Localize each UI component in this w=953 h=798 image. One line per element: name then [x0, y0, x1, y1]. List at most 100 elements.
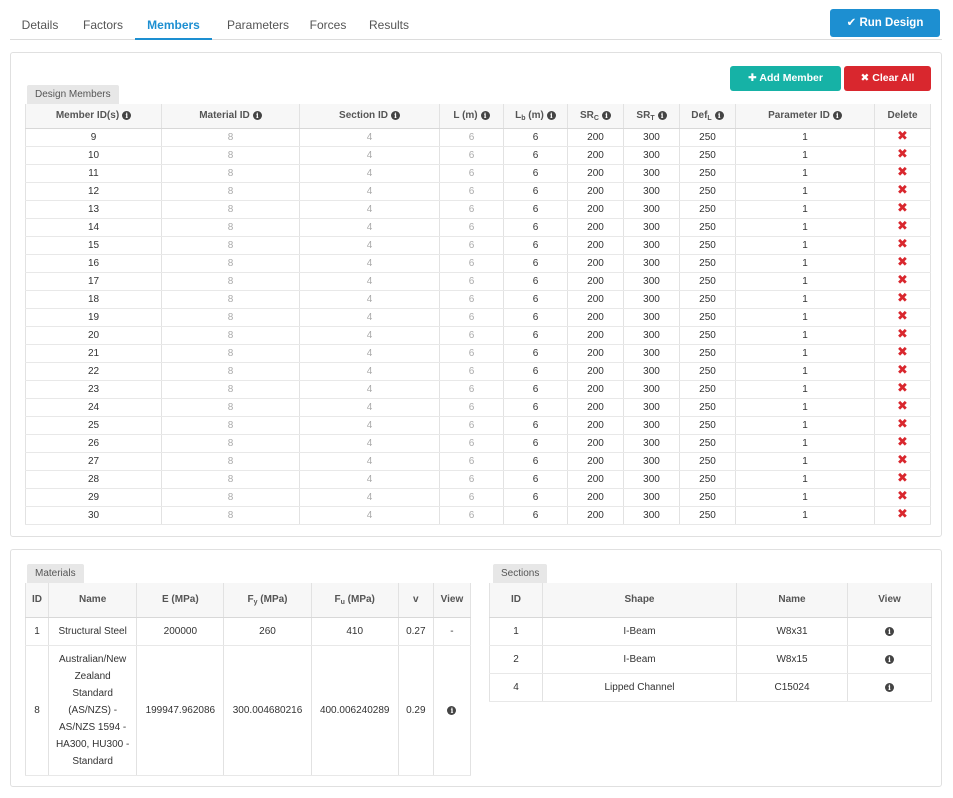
defl-cell[interactable]: 250: [679, 416, 736, 435]
delete-x-icon[interactable]: ✖: [897, 272, 908, 287]
srt-cell[interactable]: 300: [623, 416, 680, 435]
material-id-cell[interactable]: 8: [161, 164, 300, 183]
material-id-cell[interactable]: 8: [161, 200, 300, 219]
section-id-cell[interactable]: 4: [299, 236, 440, 255]
length-cell[interactable]: 6: [439, 236, 504, 255]
parameter-id-cell[interactable]: 1: [735, 272, 875, 291]
delete-x-icon[interactable]: ✖: [897, 218, 908, 233]
member-id-cell[interactable]: 26: [25, 434, 162, 453]
src-cell[interactable]: 200: [567, 488, 624, 507]
defl-cell[interactable]: 250: [679, 236, 736, 255]
defl-cell[interactable]: 250: [679, 272, 736, 291]
length-cell[interactable]: 6: [439, 200, 504, 219]
length-cell[interactable]: 6: [439, 470, 504, 489]
member-id-cell[interactable]: 16: [25, 254, 162, 273]
length-cell[interactable]: 6: [439, 146, 504, 165]
lb-cell[interactable]: 6: [503, 164, 568, 183]
material-id-cell[interactable]: 8: [161, 146, 300, 165]
tab-members[interactable]: Members: [135, 8, 212, 40]
lb-cell[interactable]: 6: [503, 146, 568, 165]
delete-x-icon[interactable]: ✖: [897, 506, 908, 521]
material-id-cell[interactable]: 8: [161, 236, 300, 255]
parameter-id-cell[interactable]: 1: [735, 398, 875, 417]
material-id-cell[interactable]: 8: [161, 416, 300, 435]
member-id-cell[interactable]: 23: [25, 380, 162, 399]
section-id-cell[interactable]: 4: [299, 128, 440, 147]
delete-x-icon[interactable]: ✖: [897, 128, 908, 143]
material-id-cell[interactable]: 8: [161, 254, 300, 273]
section-id-cell[interactable]: 4: [299, 200, 440, 219]
section-id-cell[interactable]: 4: [299, 218, 440, 237]
material-id-cell[interactable]: 8: [161, 434, 300, 453]
srt-cell[interactable]: 300: [623, 470, 680, 489]
member-id-cell[interactable]: 9: [25, 128, 162, 147]
lb-cell[interactable]: 6: [503, 506, 568, 525]
delete-x-icon[interactable]: ✖: [897, 380, 908, 395]
member-id-cell[interactable]: 17: [25, 272, 162, 291]
lb-cell[interactable]: 6: [503, 308, 568, 327]
defl-cell[interactable]: 250: [679, 470, 736, 489]
srt-cell[interactable]: 300: [623, 362, 680, 381]
delete-x-icon[interactable]: ✖: [897, 362, 908, 377]
srt-cell[interactable]: 300: [623, 182, 680, 201]
srt-cell[interactable]: 300: [623, 146, 680, 165]
length-cell[interactable]: 6: [439, 182, 504, 201]
src-cell[interactable]: 200: [567, 272, 624, 291]
section-id-cell[interactable]: 4: [299, 380, 440, 399]
src-cell[interactable]: 200: [567, 344, 624, 363]
section-id-cell[interactable]: 4: [299, 344, 440, 363]
add-member-button[interactable]: ✚ Add Member: [730, 66, 841, 91]
parameter-id-cell[interactable]: 1: [735, 380, 875, 399]
length-cell[interactable]: 6: [439, 218, 504, 237]
parameter-id-cell[interactable]: 1: [735, 326, 875, 345]
run-design-button[interactable]: ✔ Run Design: [830, 9, 940, 37]
length-cell[interactable]: 6: [439, 308, 504, 327]
section-id-cell[interactable]: 4: [299, 308, 440, 327]
src-cell[interactable]: 200: [567, 380, 624, 399]
section-id-cell[interactable]: 4: [299, 362, 440, 381]
parameter-id-cell[interactable]: 1: [735, 506, 875, 525]
lb-cell[interactable]: 6: [503, 254, 568, 273]
defl-cell[interactable]: 250: [679, 488, 736, 507]
parameter-id-cell[interactable]: 1: [735, 416, 875, 435]
delete-x-icon[interactable]: ✖: [897, 344, 908, 359]
section-id-cell[interactable]: 4: [299, 326, 440, 345]
info-icon[interactable]: i: [252, 111, 262, 121]
lb-cell[interactable]: 6: [503, 128, 568, 147]
defl-cell[interactable]: 250: [679, 254, 736, 273]
lb-cell[interactable]: 6: [503, 488, 568, 507]
srt-cell[interactable]: 300: [623, 452, 680, 471]
parameter-id-cell[interactable]: 1: [735, 290, 875, 309]
src-cell[interactable]: 200: [567, 128, 624, 147]
material-id-cell[interactable]: 8: [161, 218, 300, 237]
lb-cell[interactable]: 6: [503, 218, 568, 237]
tab-results[interactable]: Results: [368, 18, 409, 32]
material-id-cell[interactable]: 8: [161, 380, 300, 399]
section-id-cell[interactable]: 4: [299, 272, 440, 291]
defl-cell[interactable]: 250: [679, 182, 736, 201]
info-icon[interactable]: i: [885, 682, 894, 692]
length-cell[interactable]: 6: [439, 272, 504, 291]
delete-x-icon[interactable]: ✖: [897, 236, 908, 251]
src-cell[interactable]: 200: [567, 146, 624, 165]
parameter-id-cell[interactable]: 1: [735, 308, 875, 327]
srt-cell[interactable]: 300: [623, 218, 680, 237]
info-icon[interactable]: i: [447, 705, 457, 715]
delete-x-icon[interactable]: ✖: [897, 398, 908, 413]
member-id-cell[interactable]: 21: [25, 344, 162, 363]
tab-forces[interactable]: Forces: [309, 18, 347, 32]
member-id-cell[interactable]: 18: [25, 290, 162, 309]
delete-x-icon[interactable]: ✖: [897, 200, 908, 215]
parameter-id-cell[interactable]: 1: [735, 434, 875, 453]
section-id-cell[interactable]: 4: [299, 398, 440, 417]
member-id-cell[interactable]: 19: [25, 308, 162, 327]
material-id-cell[interactable]: 8: [161, 362, 300, 381]
parameter-id-cell[interactable]: 1: [735, 344, 875, 363]
material-id-cell[interactable]: 8: [161, 182, 300, 201]
parameter-id-cell[interactable]: 1: [735, 236, 875, 255]
defl-cell[interactable]: 250: [679, 344, 736, 363]
member-id-cell[interactable]: 24: [25, 398, 162, 417]
member-id-cell[interactable]: 12: [25, 182, 162, 201]
srt-cell[interactable]: 300: [623, 236, 680, 255]
section-id-cell[interactable]: 4: [299, 182, 440, 201]
